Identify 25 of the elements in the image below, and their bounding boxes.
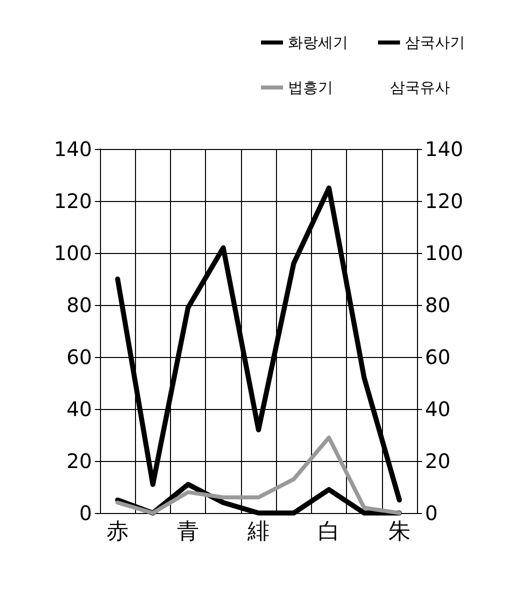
y2-tick-label: 100 — [425, 241, 464, 265]
legend-label: 삼국사기 — [405, 34, 465, 52]
y-tick-label: 120 — [54, 189, 92, 213]
x-tick-label: 朱 — [388, 520, 410, 544]
y-tick-label: 140 — [54, 137, 92, 161]
x-tick-label: 赤 — [106, 520, 129, 544]
y-tick-label: 80 — [66, 293, 92, 317]
x-tick-label: 緋 — [246, 520, 270, 544]
y-tick-label: 60 — [66, 345, 92, 369]
y-tick-label: 0 — [79, 501, 92, 525]
legend-label: 법흥기 — [288, 78, 333, 96]
y2-tick-label: 120 — [425, 189, 464, 213]
y2-tick-label: 40 — [425, 397, 450, 421]
y-tick-label: 100 — [54, 241, 92, 265]
x-tick-label: 青 — [177, 520, 200, 544]
y2-tick-label: 80 — [425, 293, 450, 317]
y2-tick-label: 140 — [425, 137, 464, 161]
legend-label: 화랑세기 — [288, 34, 348, 52]
y-tick-label: 40 — [66, 397, 92, 421]
text: 삼국유사 — [390, 78, 450, 96]
y2-tick-label: 20 — [425, 449, 450, 473]
y-tick-label: 20 — [66, 449, 92, 473]
y2-tick-label: 60 — [425, 345, 450, 369]
y2-tick-label: 0 — [425, 501, 438, 525]
x-tick-label: 白 — [318, 520, 340, 544]
